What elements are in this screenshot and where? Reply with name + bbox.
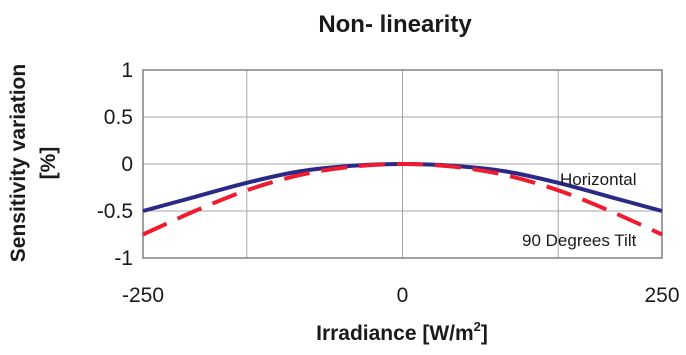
y-tick-label: 0.5: [104, 106, 133, 129]
x-tick-label: 0: [397, 284, 409, 307]
y-tick-labels: 1 0.5 0 -0.5 -1: [97, 59, 133, 270]
x-axis-label-text: Irradiance [W/m: [316, 322, 474, 345]
x-tick-label: 250: [644, 284, 679, 307]
series-label-horizontal: Horizontal: [560, 170, 637, 189]
y-tick-label: -1: [114, 247, 133, 270]
y-tick-label: -0.5: [97, 200, 133, 223]
series-line-90-degrees-tilt: [142, 161, 663, 237]
y-tick-label: 0: [121, 153, 133, 176]
series-group: [142, 161, 663, 237]
x-axis-label: Irradiance [W/m2]: [316, 319, 488, 345]
y-axis-label-line2: [%]: [37, 147, 60, 180]
y-tick-label: 1: [121, 59, 133, 82]
x-axis-label-end: ]: [481, 322, 488, 345]
x-tick-labels: -250 0 250: [122, 284, 680, 307]
x-axis-label-superscript: 2: [474, 319, 481, 334]
y-axis-label-line1: Sensitivity variation: [7, 64, 30, 262]
series-label-90-degrees-tilt: 90 Degrees Tilt: [522, 231, 637, 250]
x-tick-label: -250: [122, 284, 164, 307]
plot-area-border: [142, 69, 663, 259]
chart-title: Non- linearity: [318, 11, 472, 38]
